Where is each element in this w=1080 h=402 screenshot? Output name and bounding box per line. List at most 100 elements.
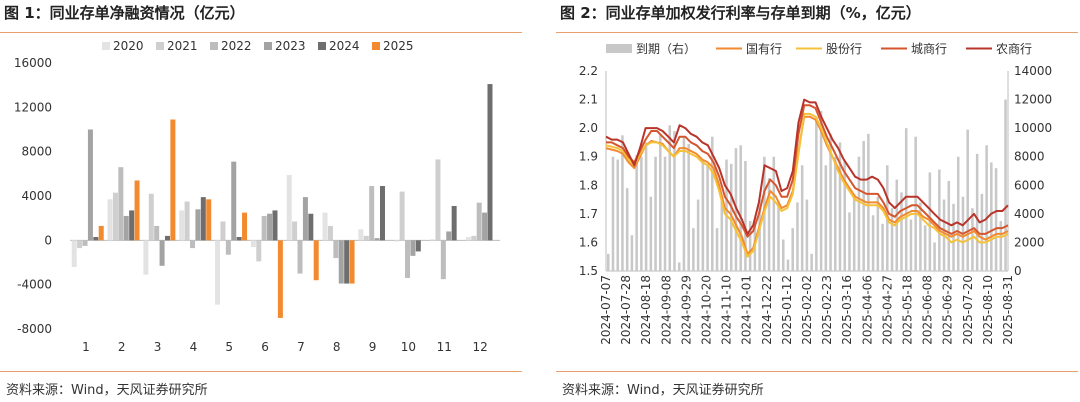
left-title-divider (0, 32, 522, 33)
bar-2022-m12 (476, 202, 482, 241)
bar-2023-m6 (267, 213, 273, 241)
maturity-bar (971, 208, 974, 271)
maturity-bar (706, 165, 709, 271)
legend-label-国有行: 国有行 (746, 42, 782, 56)
maturity-bar (810, 253, 813, 271)
maturity-bar (692, 228, 695, 271)
maturity-bar (739, 145, 742, 271)
bar-2023-m9 (374, 238, 380, 241)
maturity-bar (904, 128, 908, 271)
maturity-bar (824, 165, 828, 271)
y-right-tick-label: 10000 (1014, 121, 1052, 135)
maturity-bar (956, 156, 960, 271)
maturity-bar (952, 203, 955, 271)
bar-2022-m2 (118, 167, 124, 241)
bar-2025-m1 (98, 225, 104, 241)
maturity-bar (677, 262, 681, 271)
right-title-divider (556, 32, 1078, 33)
maturity-bar (777, 202, 780, 271)
bar-2022-m6 (261, 215, 267, 241)
bar-2023-m7 (302, 197, 308, 241)
bar-2021-m9 (363, 235, 369, 241)
series-line-城商行 (606, 104, 1009, 238)
x-tick-label: 12 (472, 340, 487, 354)
x-tick-label: 2025-08-31 (1001, 275, 1015, 345)
maturity-bar (966, 129, 969, 271)
y-left-tick-label: 1.5 (579, 264, 598, 278)
bar-2021-m12 (471, 235, 477, 241)
bar-2023-m1 (87, 129, 93, 241)
x-tick-label: 2025-04-06 (860, 275, 874, 345)
bar-2023-m5 (231, 161, 237, 241)
bar-2020-m8 (322, 212, 328, 241)
maturity-bar (980, 193, 984, 271)
bar-2020-m7 (286, 174, 292, 241)
bar-2021-m4 (184, 201, 190, 241)
maturity-bar (748, 221, 752, 271)
maturity-bar (881, 223, 884, 271)
x-tick-label: 2025-06-08 (921, 275, 935, 345)
maturity-bar (625, 188, 629, 271)
maturity-bar (682, 136, 686, 271)
bar-2024-m2 (129, 210, 135, 241)
y-right-tick-label: 4000 (1014, 207, 1045, 221)
x-tick-label: 2025-01-12 (780, 275, 794, 345)
x-tick-label: 2025-08-10 (981, 275, 995, 345)
bar-2022-m5 (225, 240, 231, 255)
bar-2022-m10 (405, 240, 411, 279)
bar-2025-m7 (313, 240, 319, 281)
bar-2024-m5 (236, 237, 242, 241)
bar-2024-m12 (487, 84, 493, 241)
right-source-note: 资料来源：Wind，天风证券研究所 (562, 383, 764, 398)
y-left-tick-label: 1.8 (579, 178, 598, 192)
maturity-bar (635, 155, 638, 271)
maturity-bar (772, 156, 776, 271)
maturity-bar (994, 168, 998, 271)
bar-2024-m1 (93, 237, 99, 241)
series-line-股份行 (605, 112, 1009, 258)
x-tick-label: 2025-02-02 (800, 275, 814, 345)
maturity-bar (644, 142, 648, 271)
series-line-农商行 (605, 98, 1009, 235)
legend-swatch-2021 (156, 42, 164, 50)
legend-label-股份行: 股份行 (826, 42, 862, 56)
legend-label-2024: 2024 (329, 39, 360, 53)
x-tick-label: 2024-07-07 (599, 275, 613, 345)
maturity-bar (616, 159, 619, 271)
maturity-bar (914, 136, 917, 271)
maturity-bar (919, 202, 922, 271)
maturity-bar (800, 165, 804, 271)
maturity-bar (659, 135, 662, 271)
maturity-bar (871, 215, 875, 271)
maturity-bar (781, 239, 785, 271)
maturity-bar (1004, 99, 1007, 271)
x-tick-label: 3 (154, 340, 162, 354)
maturity-bar (975, 153, 979, 271)
maturity-bar (852, 193, 856, 271)
maturity-bar (715, 228, 719, 271)
bar-2023-m11 (446, 231, 452, 241)
x-tick-label: 2024-09-08 (659, 275, 673, 345)
y-right-tick-label: 8000 (1014, 150, 1045, 164)
bar-2021-m8 (327, 225, 333, 241)
bar-2020-m3 (143, 240, 149, 275)
x-tick-label: 2024-11-10 (720, 275, 734, 345)
bar-2022-m8 (333, 240, 339, 259)
x-tick-label: 2025-05-18 (901, 275, 915, 345)
x-tick-label: 10 (401, 340, 416, 354)
bar-2021-m3 (148, 193, 154, 241)
bar-2025-m4 (206, 199, 212, 241)
bar-2024-m3 (164, 235, 170, 241)
legend-label-2021: 2021 (167, 39, 198, 53)
x-tick-label: 6 (261, 340, 269, 354)
maturity-bar (815, 116, 818, 271)
x-tick-label: 2024-08-18 (639, 275, 653, 345)
maturity-bar (767, 178, 771, 271)
y-left-tick-label: 1.6 (579, 235, 598, 249)
maturity-bar (862, 141, 865, 271)
y-right-tick-label: 14000 (1014, 64, 1052, 78)
maturity-bar (909, 219, 913, 271)
bar-2021-m5 (220, 221, 226, 241)
bar-2021-m1 (77, 240, 83, 249)
maturity-bar (900, 192, 903, 271)
